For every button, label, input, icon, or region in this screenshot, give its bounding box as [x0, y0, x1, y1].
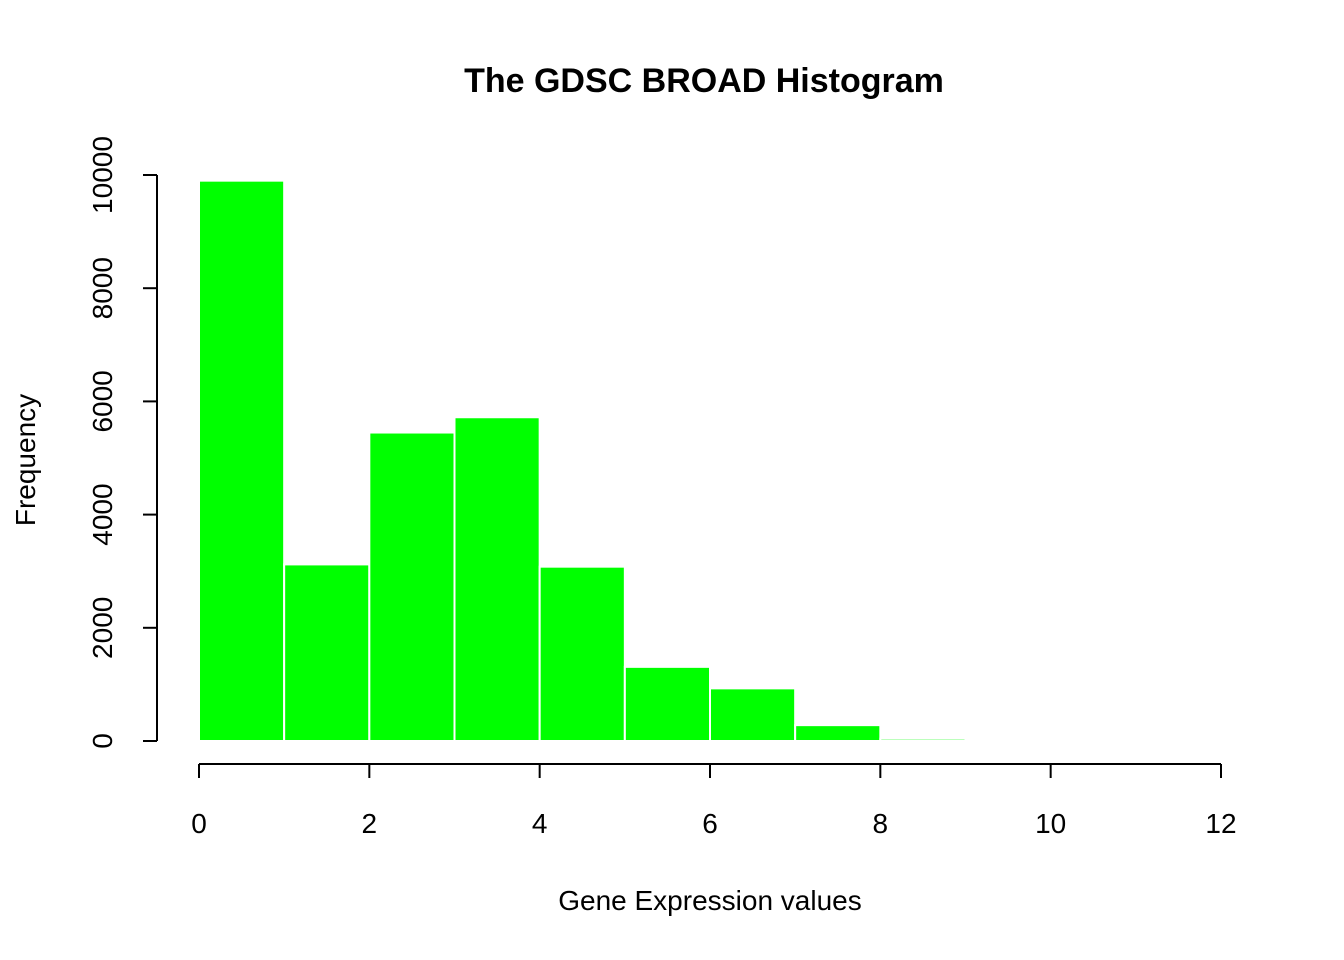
x-tick-label-1: 2	[362, 808, 378, 839]
y-tick-label-1: 2000	[87, 597, 118, 659]
y-tick-label-3: 6000	[87, 370, 118, 432]
y-axis: 0 2000 4000 6000 8000 10000	[87, 136, 158, 749]
histogram-bar-4	[538, 565, 626, 742]
histogram-bar-1	[283, 563, 371, 743]
x-tick-label-5: 10	[1035, 808, 1066, 839]
histogram-bar-7	[794, 724, 882, 742]
x-tick-label-3: 6	[702, 808, 718, 839]
x-axis-label: Gene Expression values	[558, 885, 862, 916]
histogram-bar-8	[879, 737, 967, 743]
histogram-bar-6	[709, 687, 797, 742]
chart-title: The GDSC BROAD Histogram	[464, 62, 944, 100]
x-tick-label-2: 4	[532, 808, 548, 839]
histogram-bar-2	[368, 431, 456, 742]
histogram-bar-5	[623, 665, 711, 742]
x-axis: 0 2 4 6 8 10 12	[191, 763, 1237, 839]
x-tick-label-6: 12	[1205, 808, 1236, 839]
y-tick-label-4: 8000	[87, 257, 118, 319]
x-tick-label-4: 8	[873, 808, 889, 839]
histogram-bar-3	[453, 416, 541, 742]
bars-group	[198, 179, 967, 743]
histogram-bar-0	[198, 179, 286, 743]
y-tick-label-2: 4000	[87, 483, 118, 545]
y-tick-label-0: 0	[87, 733, 118, 749]
x-tick-label-0: 0	[191, 808, 207, 839]
y-axis-label: Frequency	[10, 394, 41, 526]
y-tick-label-5: 10000	[87, 136, 118, 214]
